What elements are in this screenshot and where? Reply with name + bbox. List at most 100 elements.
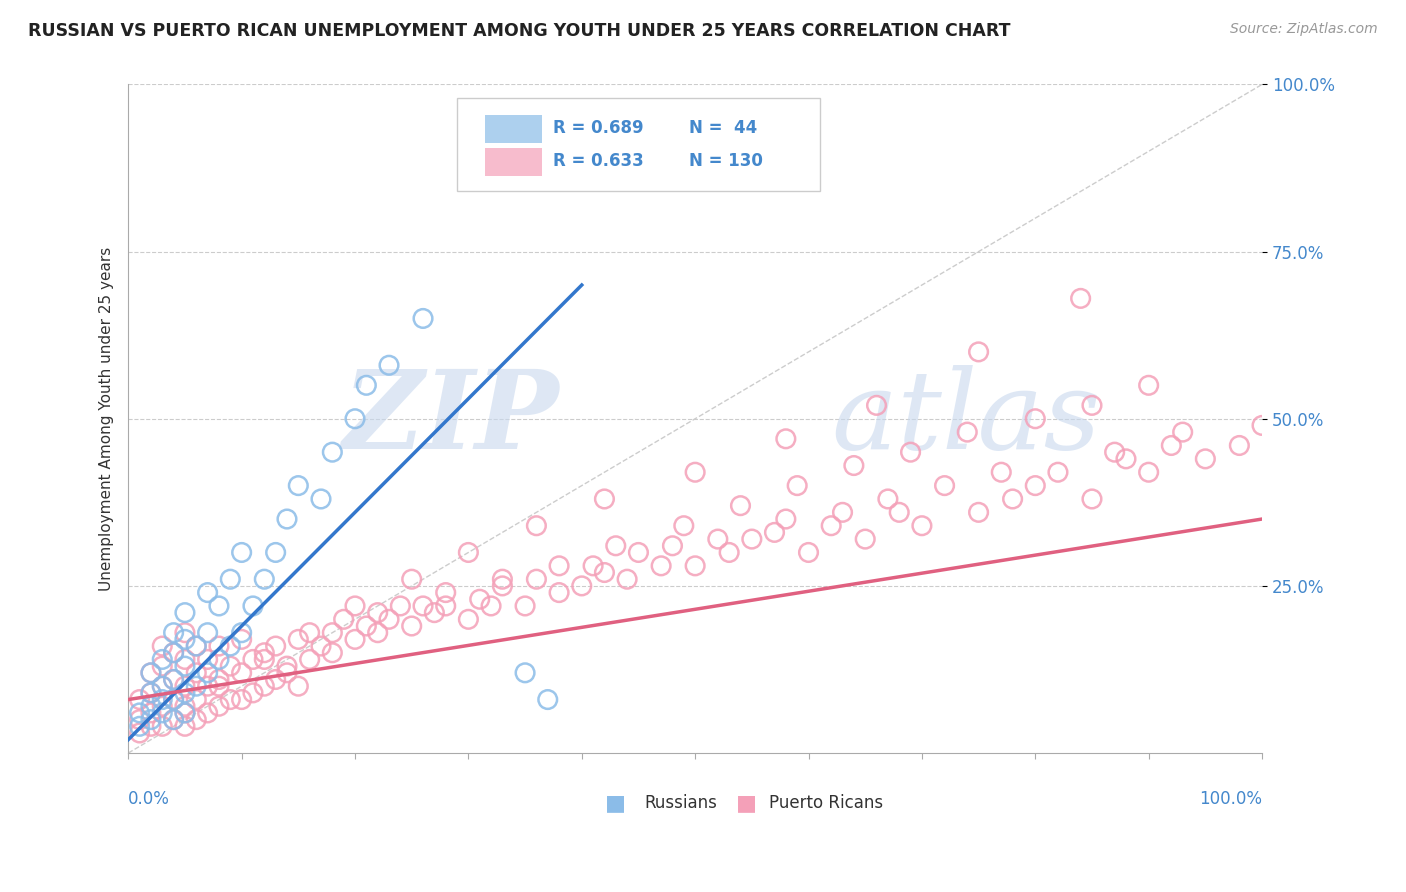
Point bbox=[582, 558, 605, 573]
Point bbox=[208, 639, 231, 653]
Point bbox=[264, 673, 287, 687]
Point bbox=[219, 639, 242, 653]
Point bbox=[128, 726, 150, 740]
Point bbox=[367, 606, 389, 620]
Point bbox=[162, 713, 184, 727]
Point bbox=[593, 491, 616, 506]
Point bbox=[162, 713, 184, 727]
Text: 100.0%: 100.0% bbox=[1199, 789, 1263, 808]
Point bbox=[174, 686, 197, 700]
Point bbox=[174, 699, 197, 714]
Point bbox=[150, 692, 173, 706]
Point bbox=[1081, 398, 1104, 412]
Point bbox=[219, 659, 242, 673]
Point bbox=[174, 659, 197, 673]
Point bbox=[186, 639, 208, 653]
Point bbox=[150, 706, 173, 720]
Point bbox=[128, 706, 150, 720]
Point bbox=[150, 639, 173, 653]
Text: ■: ■ bbox=[605, 793, 626, 814]
Text: ZIP: ZIP bbox=[343, 365, 560, 473]
Point bbox=[174, 706, 197, 720]
Point bbox=[253, 652, 276, 666]
Point bbox=[139, 665, 162, 680]
Point bbox=[1024, 411, 1046, 425]
Point bbox=[1194, 451, 1216, 466]
Point bbox=[231, 625, 253, 640]
Point bbox=[287, 632, 309, 647]
Point bbox=[775, 432, 797, 446]
Point bbox=[343, 599, 366, 613]
Point bbox=[1070, 292, 1092, 306]
Point bbox=[423, 606, 446, 620]
FancyBboxPatch shape bbox=[457, 98, 820, 192]
Point bbox=[513, 599, 536, 613]
Point bbox=[242, 686, 264, 700]
Point bbox=[321, 646, 343, 660]
Point bbox=[967, 344, 990, 359]
Text: R = 0.633: R = 0.633 bbox=[554, 153, 644, 170]
Point bbox=[197, 706, 219, 720]
Point bbox=[174, 652, 197, 666]
Point bbox=[548, 585, 571, 599]
Point bbox=[128, 713, 150, 727]
Point bbox=[1104, 445, 1126, 459]
Point bbox=[309, 491, 332, 506]
Text: atlas: atlas bbox=[831, 365, 1101, 473]
Point bbox=[412, 311, 434, 326]
Point bbox=[457, 612, 479, 626]
Point bbox=[186, 692, 208, 706]
Point bbox=[1137, 465, 1160, 479]
Point bbox=[412, 599, 434, 613]
Point bbox=[763, 525, 786, 540]
Point bbox=[967, 505, 990, 519]
Point bbox=[956, 425, 979, 439]
Point bbox=[174, 719, 197, 733]
Point bbox=[264, 545, 287, 559]
Point bbox=[707, 532, 730, 546]
Point bbox=[343, 411, 366, 425]
Point bbox=[672, 518, 695, 533]
Point bbox=[242, 599, 264, 613]
Point bbox=[1160, 438, 1182, 452]
Point bbox=[491, 572, 513, 586]
Text: RUSSIAN VS PUERTO RICAN UNEMPLOYMENT AMONG YOUTH UNDER 25 YEARS CORRELATION CHAR: RUSSIAN VS PUERTO RICAN UNEMPLOYMENT AMO… bbox=[28, 22, 1011, 40]
Point bbox=[526, 518, 548, 533]
Point bbox=[537, 692, 560, 706]
Point bbox=[683, 558, 706, 573]
Text: N = 130: N = 130 bbox=[689, 153, 763, 170]
Point bbox=[264, 639, 287, 653]
Point bbox=[1137, 378, 1160, 392]
Point bbox=[186, 639, 208, 653]
Point bbox=[197, 665, 219, 680]
Point bbox=[298, 625, 321, 640]
Point bbox=[683, 465, 706, 479]
Point bbox=[571, 579, 593, 593]
Point bbox=[208, 699, 231, 714]
Point bbox=[287, 679, 309, 693]
Point bbox=[356, 619, 378, 633]
Point bbox=[865, 398, 887, 412]
Point bbox=[934, 478, 956, 492]
Point bbox=[186, 679, 208, 693]
Point bbox=[321, 625, 343, 640]
Point bbox=[139, 719, 162, 733]
Point bbox=[457, 545, 479, 559]
Point bbox=[128, 692, 150, 706]
Point bbox=[174, 632, 197, 647]
Point bbox=[276, 665, 298, 680]
Point bbox=[876, 491, 898, 506]
Point bbox=[1171, 425, 1194, 439]
Point bbox=[197, 679, 219, 693]
Point bbox=[298, 652, 321, 666]
Point bbox=[900, 445, 922, 459]
Point bbox=[162, 692, 184, 706]
Point bbox=[1024, 478, 1046, 492]
Point bbox=[231, 545, 253, 559]
Point bbox=[730, 499, 752, 513]
Point bbox=[434, 599, 457, 613]
Point bbox=[491, 579, 513, 593]
Point bbox=[186, 713, 208, 727]
Text: Source: ZipAtlas.com: Source: ZipAtlas.com bbox=[1230, 22, 1378, 37]
Point bbox=[174, 679, 197, 693]
